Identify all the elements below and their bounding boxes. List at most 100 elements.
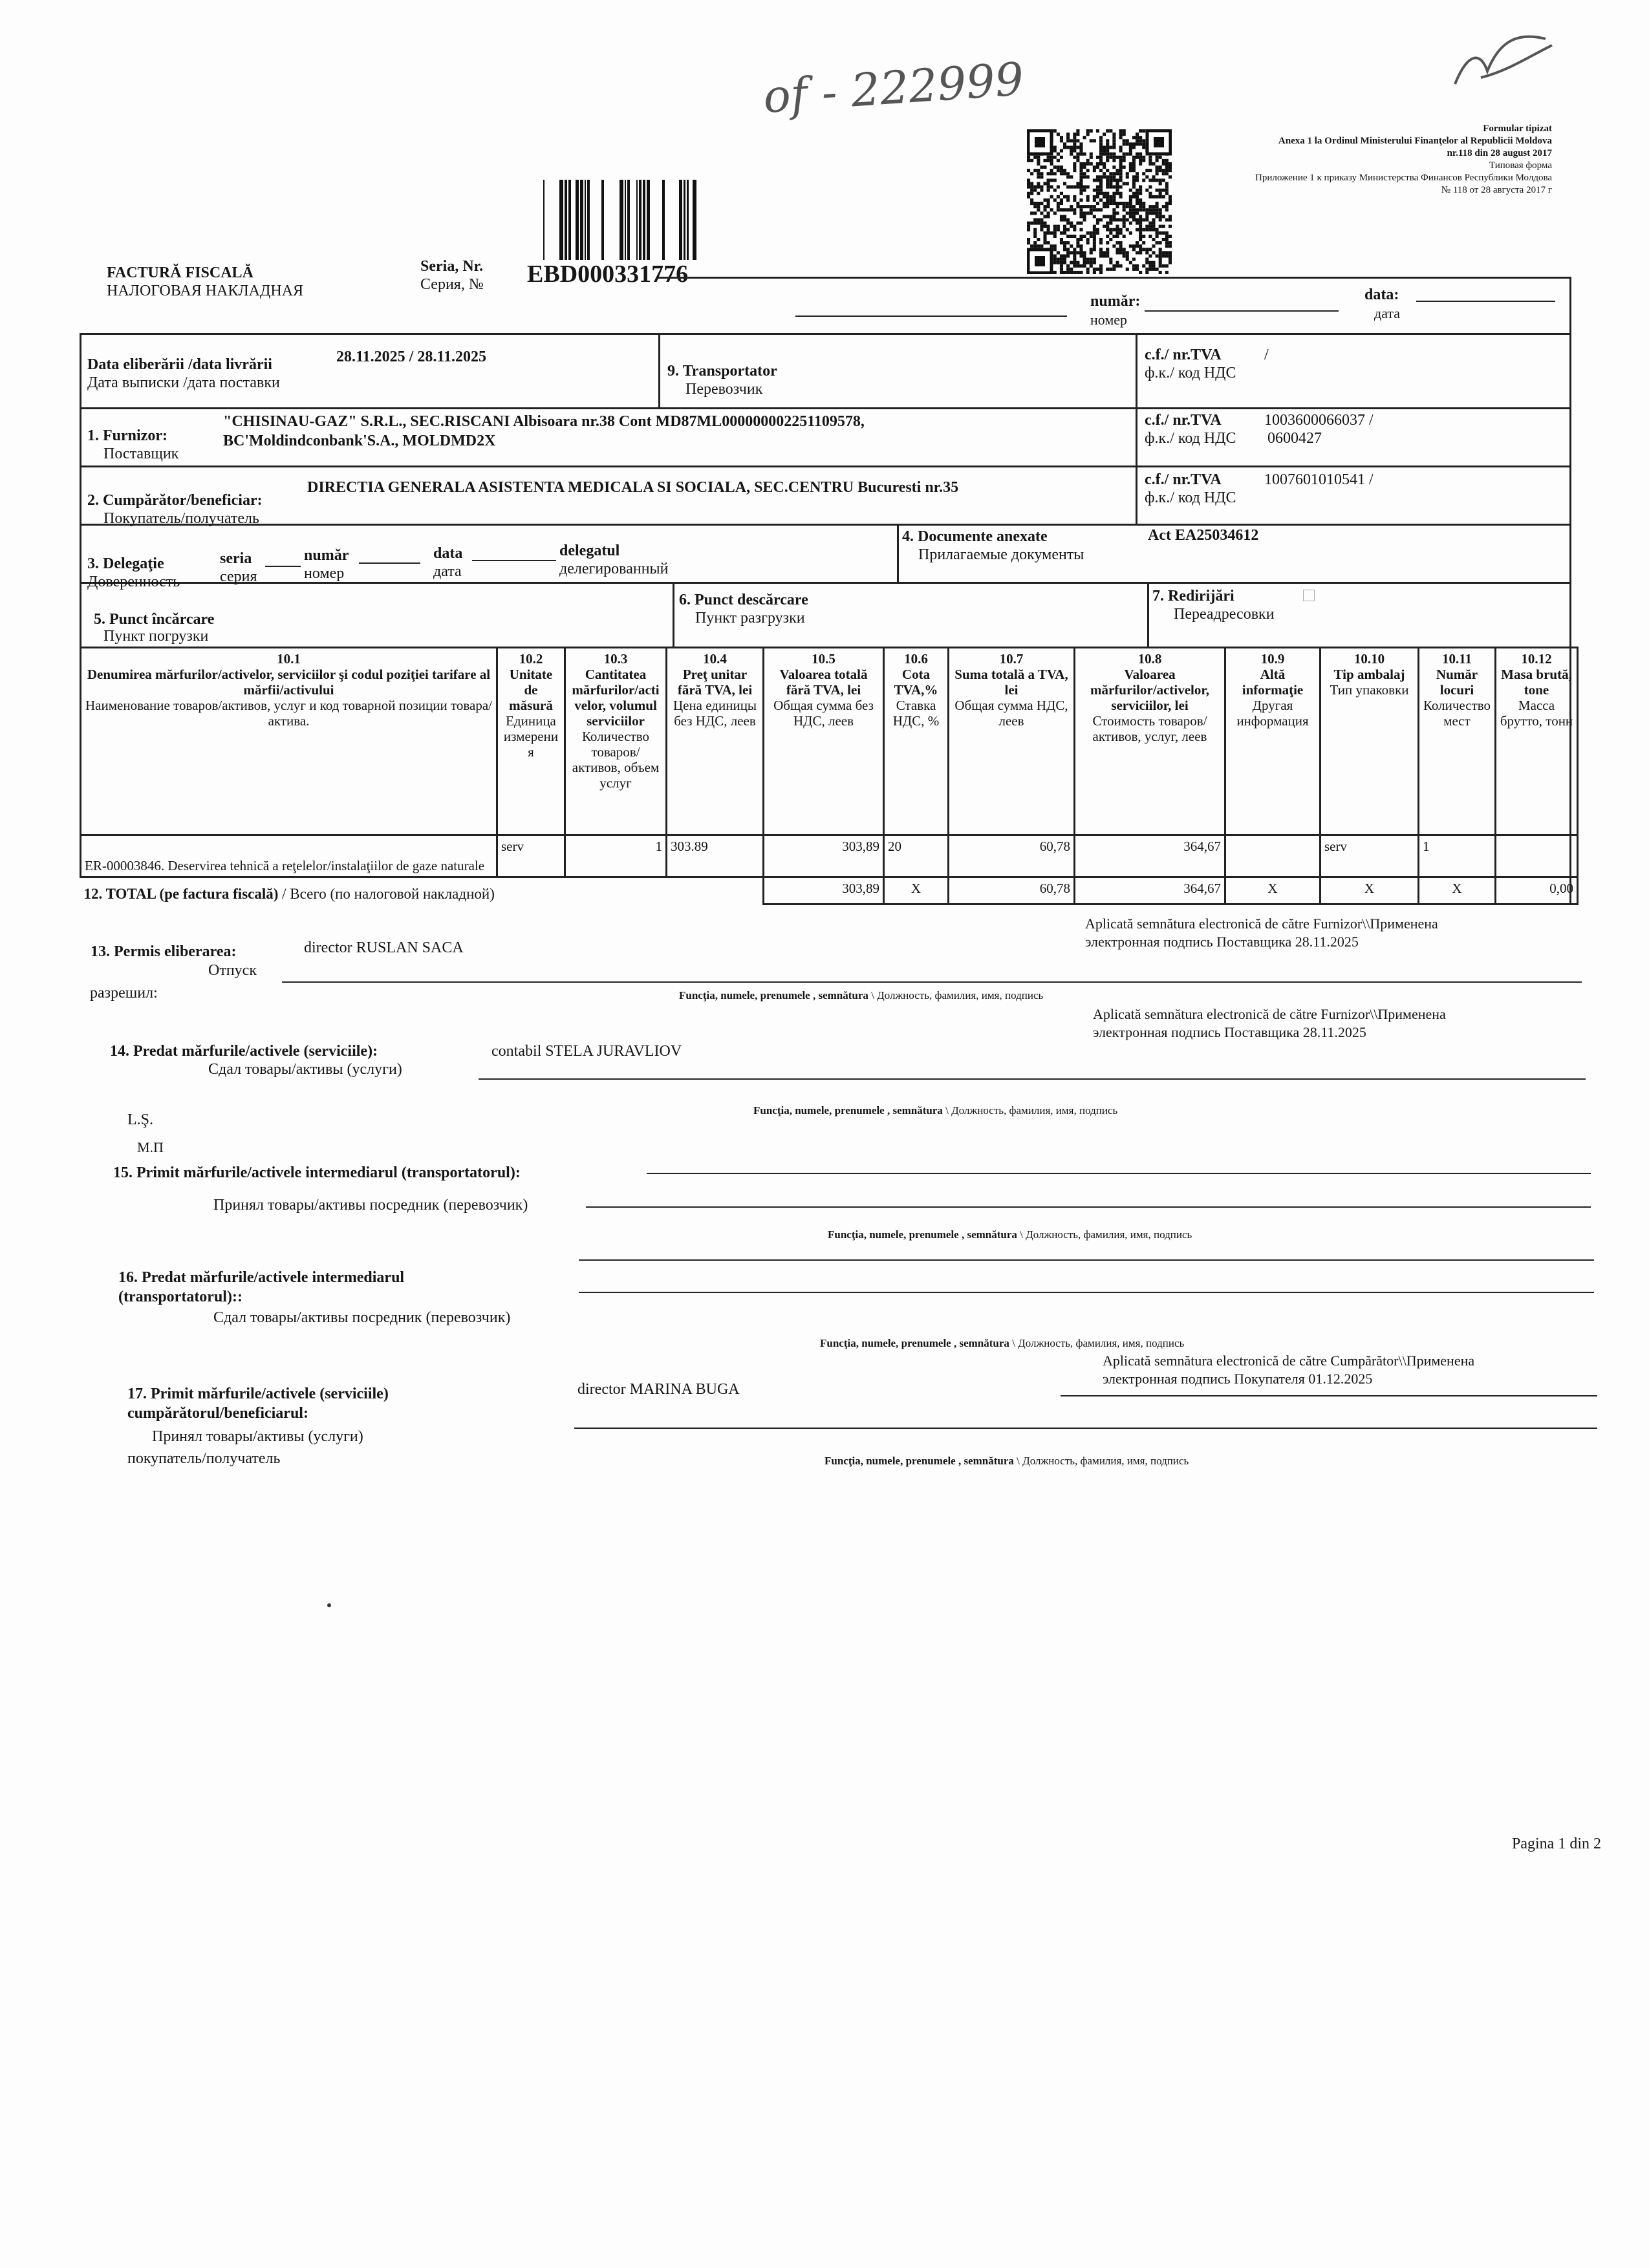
signature-caption: Funcţia, numele, prenumele , semnătura \… (828, 1228, 1192, 1241)
column-header-10-10: 10.10 Tip ambalaj Тип упаковки (1319, 647, 1419, 836)
column-number: 10.11 (1441, 651, 1472, 667)
form-type-note: Formular tipizat Anexa 1 la Ordinul Mini… (1255, 123, 1552, 197)
caption-ro: Funcţia, numele, prenumele , semnătura (753, 1104, 943, 1117)
cf-buyer-value: 1007601010541 / (1264, 471, 1374, 488)
cf-label-ru: ф.к./ код НДС (1145, 489, 1236, 506)
caption-ro: Funcţia, numele, prenumele , semnătura (820, 1337, 1009, 1349)
form-line: nr.118 din 28 august 2017 (1447, 148, 1552, 158)
form-line: Anexa 1 la Ordinul Ministerului Finanţel… (1278, 136, 1552, 146)
documents-value: Act EA25034612 (1148, 527, 1259, 544)
column-header-10-3: 10.3 Cantitatea mărfurilor/activelor, vol… (564, 647, 667, 836)
form-line: Приложение 1 к приказу Министерства Фина… (1255, 173, 1552, 183)
buyer-label-ru: Покупатель/получатель (103, 510, 259, 527)
s15-label: 15. Primit mărfurile/activele intermedia… (113, 1164, 521, 1181)
column-title-ru: Тип упаковки (1330, 682, 1409, 698)
s14-signatory: contabil STELA JURAVLIOV (491, 1043, 682, 1060)
column-header-10-11: 10.11 Număr locuri Количество мест (1417, 647, 1496, 836)
document-title: FACTURĂ FISCALĂ (107, 264, 253, 281)
s17-label2: cumpărătorul/beneficiarul: (127, 1405, 308, 1422)
total-cell: X (883, 876, 949, 905)
table-cell: serv (496, 834, 566, 878)
transport-label: 9. Transportator (667, 363, 777, 380)
documents-label: 4. Documente anexate (902, 528, 1048, 545)
column-number: 10.9 (1260, 651, 1285, 667)
data-label-ru: дата (1374, 305, 1401, 321)
total-cell: X (1417, 876, 1496, 905)
column-title-ru: Стоимость товаров/активов, услуг, леев (1092, 713, 1207, 744)
column-title-ru: Другая информация (1236, 698, 1309, 729)
column-title-ru: Ставка НДС, % (892, 698, 940, 729)
column-title-ro: Tip ambalaj (1333, 667, 1405, 682)
delegation-seria-label: seria (220, 550, 252, 567)
caption-ru: \ Должность, фамилия, имя, подпись (945, 1104, 1118, 1117)
s17-signatory: director MARINA BUGA (577, 1381, 740, 1398)
column-title-ru: Общая сумма без НДС, леев (773, 698, 874, 729)
supplier-bank: BC'Moldindconbank'S.A., MOLDMD2X (223, 433, 496, 449)
form-line: № 118 от 28 августа 2017 г (1441, 185, 1552, 195)
buyer-label: 2. Cumpărător/beneficiar: (87, 492, 263, 509)
loading-label-ru: Пункт погрузки (103, 628, 209, 645)
series-label-ru: Серия, № (420, 276, 484, 293)
dates-label-ru: Дата выписки /дата поставки (87, 374, 280, 391)
redirect-label-ru: Переадресовки (1174, 606, 1275, 623)
total-label-ro: 12. TOTAL (pe factura fiscală) (83, 885, 279, 902)
column-header-10-2: 10.2 Unitate de măsură Единица измерения (496, 647, 566, 836)
total-cell: 303,89 (762, 876, 885, 905)
barcode (535, 180, 696, 260)
column-title-ru: Общая сумма НДС, леев (954, 698, 1068, 729)
cf-label-ru: ф.к./ код НДС (1145, 430, 1236, 447)
column-title-ru: Единица измерения (503, 713, 559, 760)
column-title-ro: Denumirea mărfurilor/activelor, servicii… (87, 667, 491, 698)
column-title-ro: Cantitatea mărfurilor/activelor, volumul… (572, 667, 660, 729)
column-title-ro: Preţ unitar fără TVA, lei (677, 667, 753, 698)
table-cell: 20 (883, 834, 949, 878)
delegation-numar-label: număr (304, 547, 349, 564)
column-header-10-12: 10.12 Masa brută, tone Масса брутто, тонн (1494, 647, 1579, 836)
column-number: 10.1 (277, 651, 301, 667)
column-header-10-8: 10.8 Valoarea mărfurilor/activelor, servi… (1073, 647, 1226, 836)
s13-label-ru2: разрешил: (90, 985, 158, 1001)
unloading-label-ru: Пункт разгрузки (695, 610, 805, 626)
transport-label-ru: Перевозчик (685, 381, 763, 398)
column-title-ro: Masa brută, tone (1501, 667, 1572, 698)
column-title-ro: Cota TVA,% (894, 667, 938, 698)
s17-label-ru: Принял товары/активы (услуги) (152, 1428, 363, 1445)
cf-supplier-tva: 0600427 (1267, 430, 1322, 447)
s15-label-ru: Принял товары/активы посредник (перевозч… (213, 1197, 528, 1214)
form-line: Formular tipizat (1483, 123, 1552, 134)
esign-supplier-line1: Aplicată semnătura electronică de către … (1085, 915, 1438, 932)
s14-label: 14. Predat mărfurile/activele (serviciil… (110, 1043, 378, 1060)
column-number: 10.12 (1521, 651, 1552, 667)
cf-label: c.f./ nr.TVA (1145, 412, 1222, 429)
column-number: 10.4 (703, 651, 727, 667)
items-table: 10.1 Denumirea mărfurilor/activelor, serv… (80, 647, 1579, 905)
qr-code (1027, 129, 1172, 274)
supplier-label-ru: Поставщик (103, 445, 179, 462)
table-row: ER-00003846. Deservirea tehnică a reţele… (80, 834, 1579, 878)
delegation-data-label: data (433, 545, 463, 562)
numar-label-ru: номер (1090, 312, 1128, 328)
cf-label-ru: ф.к./ код НДС (1145, 365, 1236, 381)
column-header-10-6: 10.6 Cota TVA,% Ставка НДС, % (883, 647, 949, 836)
esign-buyer-line2: электронная подпись Покупателя 01.12.202… (1103, 1371, 1373, 1387)
caption-ro: Funcţia, numele, prenumele , semnătura (824, 1455, 1014, 1467)
column-title-ru: Наименование товаров/активов, услуг и ко… (85, 698, 492, 729)
table-cell (1224, 834, 1321, 878)
table-cell: 1 (564, 834, 667, 878)
document-title-ru: НАЛОГОВАЯ НАКЛАДНАЯ (107, 283, 304, 299)
column-number: 10.8 (1137, 651, 1162, 667)
stamp-place-label-ru: М.П (137, 1139, 164, 1155)
delegation-seria-label-ru: серия (220, 568, 257, 585)
s13-signatory: director RUSLAN SACA (304, 939, 464, 956)
column-header-10-5: 10.5 Valoarea totală fără TVA, lei Общая с… (762, 647, 885, 836)
delegation-numar-label-ru: номер (304, 565, 345, 582)
column-number: 10.3 (603, 651, 628, 667)
redirect-checkbox[interactable] (1303, 590, 1315, 601)
column-number: 10.6 (904, 651, 928, 667)
stamp-place-label: L.Ş. (127, 1111, 154, 1128)
s14-label-ru: Сдал товары/активы (услуги) (208, 1061, 402, 1078)
supplier-label: 1. Furnizor: (87, 427, 167, 444)
data-label: data: (1364, 286, 1399, 303)
delegation-label: 3. Delegaţie (87, 555, 164, 572)
